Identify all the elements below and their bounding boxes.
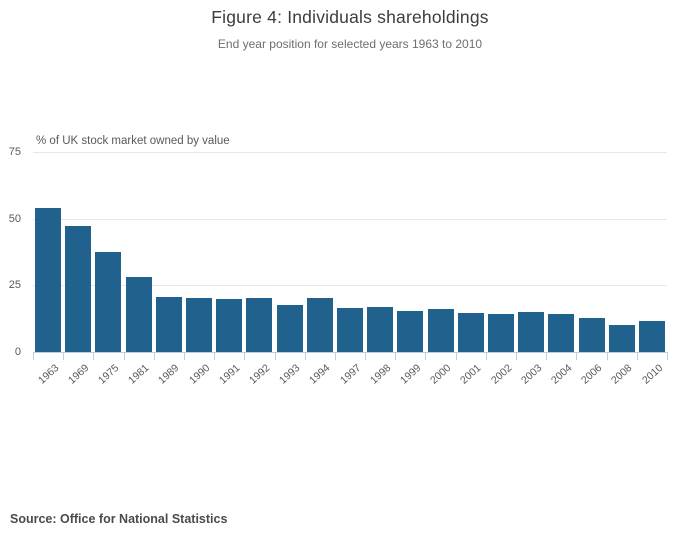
- y-tick-label: 0: [14, 346, 21, 358]
- y-tick-label: 25: [8, 279, 21, 292]
- x-axis-tick: [334, 353, 336, 360]
- x-axis-tick: [153, 353, 155, 360]
- bar-1981: [125, 276, 152, 352]
- x-tick-label: 2003: [518, 362, 545, 387]
- x-tick-label: 2001: [458, 362, 484, 387]
- bar-2008: [608, 324, 635, 352]
- bar-1997: [337, 308, 363, 352]
- x-tick-label: 1993: [277, 362, 303, 387]
- y-tick-label: 50: [8, 212, 21, 225]
- x-axis-tick: [244, 353, 246, 360]
- x-axis-tick: [395, 353, 397, 360]
- x-tick-label: 1998: [367, 362, 394, 387]
- x-axis-tick: [93, 353, 95, 360]
- x-axis-tick: [666, 353, 668, 360]
- y-tick-label: 75: [8, 146, 21, 158]
- gridline: [33, 285, 667, 287]
- bar-2006: [578, 317, 605, 352]
- x-tick-label: 1969: [65, 362, 92, 387]
- x-axis-tick: [455, 353, 457, 360]
- bar-1993: [276, 304, 303, 352]
- x-tick-label: 1994: [307, 362, 333, 387]
- x-tick-label: 2008: [609, 362, 635, 387]
- x-axis-tick: [546, 353, 548, 360]
- x-tick-label: 1963: [35, 362, 62, 387]
- x-axis-tick: [516, 353, 518, 360]
- bar-1969: [65, 225, 92, 352]
- bar-1975: [95, 252, 122, 352]
- x-axis-tick: [576, 353, 578, 360]
- x-tick-label: 1999: [398, 362, 424, 387]
- x-tick-label: 1981: [126, 362, 152, 387]
- x-tick-label: 1997: [337, 362, 364, 387]
- y-axis-title: % of UK stock market owned by value: [36, 135, 230, 147]
- bar-2001: [457, 312, 484, 352]
- x-tick-label: 1975: [96, 362, 122, 387]
- x-tick-label: 2010: [639, 362, 665, 387]
- x-axis-tick: [33, 353, 34, 360]
- bar-1999: [397, 311, 424, 352]
- y-axis-tick-labels: 0 25 50 75: [0, 146, 21, 358]
- x-tick-label: 1990: [186, 362, 213, 387]
- bar-2004: [548, 314, 575, 352]
- chart-subtitle: End year position for selected years 196…: [217, 37, 483, 51]
- x-tick-label: 2006: [579, 362, 605, 387]
- bar-2002: [487, 313, 514, 352]
- bar-2003: [518, 312, 545, 352]
- x-tick-label: 2000: [428, 362, 454, 387]
- source-note: Source: Office for National Statistics: [10, 512, 228, 526]
- x-axis-tick: [183, 353, 185, 360]
- bar-1991: [216, 298, 243, 352]
- bar-1998: [367, 307, 394, 352]
- x-axis-tick: [304, 353, 306, 360]
- bar-1990: [186, 297, 213, 352]
- x-axis-tick: [274, 353, 276, 360]
- x-tick-label: 1991: [216, 362, 243, 387]
- bar-1994: [306, 297, 333, 352]
- bar-1992: [246, 297, 273, 352]
- bar-1963: [35, 208, 62, 352]
- x-axis-line: [33, 352, 668, 353]
- x-axis-tick: [365, 353, 367, 360]
- x-tick-label: 1989: [156, 362, 182, 387]
- x-tick-label: 2004: [548, 362, 575, 387]
- x-axis-tick: [425, 353, 427, 360]
- bar-2000: [427, 309, 454, 352]
- x-tick-label: 2002: [488, 362, 514, 387]
- gridline: [33, 152, 667, 153]
- x-axis-tick: [214, 353, 216, 360]
- x-axis-tick: [485, 353, 487, 360]
- bar-1989: [155, 297, 182, 352]
- bar-2010: [638, 321, 665, 352]
- gridline: [33, 218, 667, 220]
- x-tick-label: 1992: [247, 362, 273, 387]
- plot-area: 1963 1969 1975 1981 1989 1990 1991 1992 1993 1994…: [33, 152, 668, 387]
- x-axis-tick: [636, 353, 638, 360]
- x-axis-tick: [606, 353, 608, 360]
- chart-title: Figure 4: Individuals shareholdings: [211, 7, 489, 27]
- x-axis-tick: [63, 353, 65, 360]
- x-axis-tick: [123, 353, 125, 360]
